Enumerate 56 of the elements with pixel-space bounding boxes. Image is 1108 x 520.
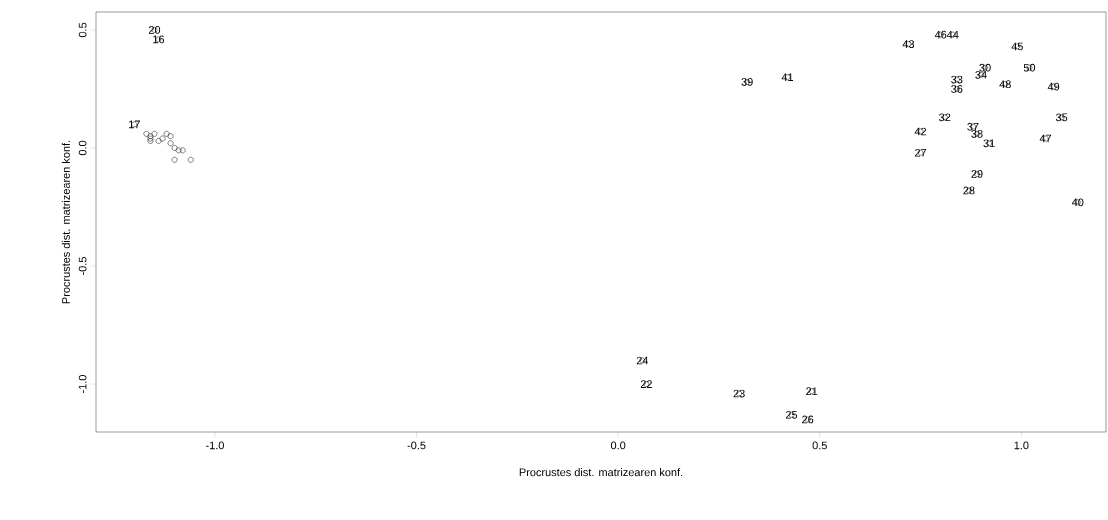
annotation: 48 bbox=[999, 80, 1011, 89]
point bbox=[155, 138, 162, 144]
point bbox=[151, 130, 158, 137]
x-tick-label: -1.0 bbox=[205, 441, 224, 450]
annotation: 32 bbox=[939, 113, 951, 122]
x-axis-title: Procrustes dist. matrizearen konf. bbox=[519, 468, 683, 477]
annotation: 35 bbox=[1056, 113, 1068, 122]
annotation: 23 bbox=[733, 389, 745, 398]
annotation: 29 bbox=[971, 170, 983, 178]
y-tick-label: -1.0 bbox=[78, 375, 87, 394]
point bbox=[187, 156, 194, 163]
annotation: 39 bbox=[741, 78, 753, 86]
y-tick-label: 0.5 bbox=[78, 22, 87, 38]
point bbox=[159, 135, 166, 142]
annotation: 46 bbox=[934, 30, 947, 39]
point bbox=[171, 156, 178, 163]
annotation: 37 bbox=[967, 122, 979, 131]
annotation: 40 bbox=[1071, 198, 1084, 207]
y-axis-title: Procrustes dist. matrizearen konf. bbox=[61, 140, 70, 304]
x-tick-label: 1.0 bbox=[1014, 441, 1029, 450]
annotation: 41 bbox=[781, 73, 794, 81]
point bbox=[167, 133, 174, 140]
annotation: 20 bbox=[148, 26, 161, 34]
annotation: 36 bbox=[951, 85, 963, 93]
y-tick-label: -0.5 bbox=[78, 257, 87, 275]
x-tick-label: 0.5 bbox=[812, 441, 827, 450]
annotation: 34 bbox=[975, 70, 987, 79]
point bbox=[179, 147, 186, 154]
annotation: 31 bbox=[983, 139, 995, 148]
point bbox=[171, 145, 178, 151]
annotation: 30 bbox=[979, 63, 991, 72]
annotation: 24 bbox=[636, 356, 649, 365]
annotation: 26 bbox=[802, 415, 814, 424]
point bbox=[143, 130, 150, 137]
annotation: 17 bbox=[129, 120, 140, 129]
point bbox=[163, 130, 170, 137]
annotation: 33 bbox=[951, 75, 963, 84]
annotation: 28 bbox=[963, 186, 975, 195]
annotation: 47 bbox=[1039, 134, 1052, 143]
annotation: 49 bbox=[1047, 82, 1060, 91]
annotation: 42 bbox=[914, 127, 927, 136]
point bbox=[167, 140, 174, 147]
annotation: 25 bbox=[785, 410, 798, 419]
annotation: 38 bbox=[971, 129, 983, 138]
annotation: 22 bbox=[640, 380, 652, 388]
annotation: 21 bbox=[806, 387, 818, 395]
annotation: 45 bbox=[1011, 42, 1023, 51]
annotation: 16 bbox=[153, 35, 165, 44]
annotation: 27 bbox=[915, 148, 927, 157]
annotation: 43 bbox=[902, 40, 915, 48]
x-tick-label: -0.5 bbox=[407, 441, 426, 450]
point bbox=[175, 147, 182, 154]
y-tick-label: 0.0 bbox=[78, 140, 87, 156]
annotation: 50 bbox=[1023, 63, 1036, 72]
annotation: 44 bbox=[946, 30, 959, 39]
x-tick-label: 0.0 bbox=[610, 441, 626, 450]
